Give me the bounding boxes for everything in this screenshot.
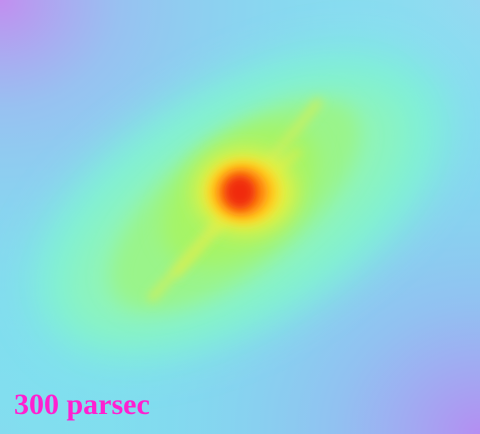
page: {"scale_label": "300 parsec"} 300 parsec…: [0, 0, 480, 434]
simulation-image: 300 parsec: [0, 0, 480, 434]
scale-label: 300 parsec: [14, 388, 150, 421]
